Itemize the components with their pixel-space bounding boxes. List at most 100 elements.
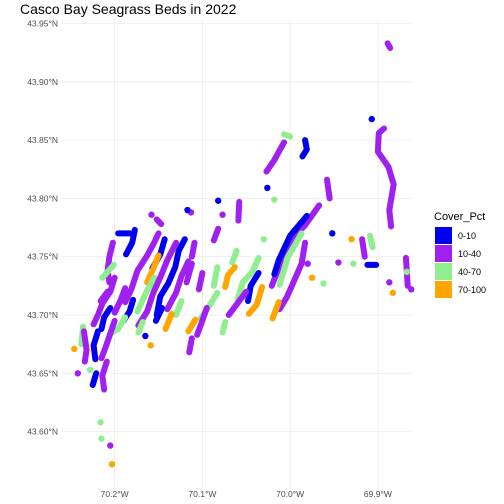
seagrass-bed: [219, 318, 229, 336]
seagrass-bed: [335, 259, 342, 266]
seagrass-bed: [153, 216, 165, 228]
legend: Cover_Pct 0-10 10-40 40-70 70-100: [434, 211, 486, 298]
seagrass-bed: [264, 184, 271, 192]
seagrass-bed: [271, 212, 310, 278]
seagrass-bed: [245, 284, 266, 317]
y-tick-label: 43.65°N: [27, 368, 58, 378]
seagrass-bed: [186, 335, 195, 356]
seagrass-bed: [97, 419, 104, 426]
seagrass-bed: [98, 317, 118, 362]
seagrass-bed: [152, 305, 166, 324]
y-tick-label: 43.75°N: [27, 252, 58, 262]
seagrass-bed: [210, 225, 222, 244]
map-title: Casco Bay Seagrass Beds in 2022: [20, 1, 237, 17]
seagrass-bed: [142, 332, 149, 340]
seagrass-bed: [324, 176, 333, 202]
seagrass-bed: [304, 260, 311, 267]
legend-label: 40-70: [458, 267, 481, 277]
seagrass-bed: [235, 198, 243, 224]
seagrass-bed: [98, 435, 105, 442]
seagrass-bed: [263, 139, 288, 175]
seagrass-bed: [97, 288, 111, 305]
seagrass-bed: [225, 288, 250, 318]
seagrass-bed: [123, 226, 138, 258]
legend-swatch: [435, 263, 452, 280]
seagrass-bed: [99, 261, 117, 281]
x-tick-label: 69.9°W: [364, 489, 392, 499]
y-tick-label: 43.60°N: [27, 427, 58, 437]
seagrass-bed: [367, 232, 376, 251]
x-tick-label: 70.0°W: [276, 489, 304, 499]
seagrass-beds: [71, 40, 415, 468]
y-tick-label: 43.80°N: [27, 193, 58, 203]
seagrass-bed: [195, 270, 206, 293]
seagrass-bed: [210, 264, 221, 289]
y-tick-label: 43.85°N: [27, 135, 58, 145]
seagrass-bed: [135, 239, 180, 329]
seagrass-bed: [222, 264, 238, 291]
legend-title: Cover_Pct: [434, 211, 485, 223]
seagrass-bed: [144, 252, 162, 286]
seagrass-bed: [374, 125, 397, 230]
seagrass-bed: [185, 316, 199, 335]
seagrass-bed: [98, 305, 114, 332]
seagrass-bed: [281, 131, 294, 140]
seagrass-bed: [90, 328, 101, 363]
seagrass-bed: [389, 289, 397, 297]
legend-label: 10-40: [458, 249, 481, 259]
legend-swatch: [435, 245, 452, 262]
seagrass-bed: [350, 260, 357, 267]
legend-swatch: [435, 281, 452, 298]
legend-swatch: [435, 227, 452, 244]
seagrass-bed: [368, 115, 375, 123]
seagrass-bed: [329, 230, 336, 237]
seagrass-bed: [80, 328, 90, 365]
seagrass-bed: [276, 239, 309, 313]
seagrass-bed: [183, 260, 195, 286]
seagrass-bed: [122, 230, 162, 306]
x-tick-label: 70.2°W: [101, 489, 129, 499]
seagrass-bed: [403, 268, 411, 276]
seagrass-bed: [408, 286, 415, 293]
seagrass-bed: [164, 258, 192, 313]
seagrass-bed: [234, 254, 262, 303]
seagrass-bed: [184, 206, 191, 214]
x-tick-label: 70.1°W: [188, 489, 216, 499]
y-tick-label: 43.70°N: [27, 310, 58, 320]
seagrass-bed: [271, 196, 278, 203]
seagrass-bed: [276, 230, 305, 288]
seagrass-bed: [348, 236, 355, 243]
seagrass-bed: [260, 236, 268, 243]
seagrass-bed: [134, 274, 158, 315]
seagrass-bed: [299, 137, 310, 160]
legend-label: 0-10: [458, 231, 476, 241]
seagrass-bed: [86, 366, 94, 374]
seagrass-bed: [71, 345, 78, 353]
x-axis-ticks: 70.2°W 70.1°W 70.0°W 69.9°W: [101, 489, 392, 499]
seagrass-bed: [229, 247, 240, 266]
y-tick-label: 43.90°N: [27, 77, 58, 87]
seagrass-bed: [111, 285, 129, 316]
seagrass-bed: [99, 358, 110, 393]
y-tick-label: 43.95°N: [27, 19, 58, 29]
seagrass-bed: [74, 370, 81, 377]
y-axis-ticks: 43.95°N 43.90°N 43.85°N 43.80°N 43.75°N 43.70…: [27, 19, 58, 437]
seagrass-bed: [384, 40, 394, 51]
seagrass-bed: [107, 442, 114, 449]
legend-label: 70-100: [458, 285, 486, 295]
seagrass-bed: [173, 298, 185, 318]
seagrass-bed: [104, 239, 116, 286]
seagrass-bed: [153, 236, 188, 318]
seagrass-bed: [162, 310, 175, 332]
seagrass-bed: [148, 211, 155, 218]
seagrass-bed: [359, 236, 368, 260]
seagrass-bed: [386, 279, 393, 286]
seagrass-bed: [188, 239, 198, 260]
seagrass-bed: [308, 274, 316, 281]
seagrass-bed: [214, 197, 222, 204]
seagrass-bed: [135, 318, 146, 336]
seagrass-bed: [108, 461, 116, 468]
seagrass-bed: [219, 211, 226, 218]
seagrass-bed: [147, 342, 154, 349]
